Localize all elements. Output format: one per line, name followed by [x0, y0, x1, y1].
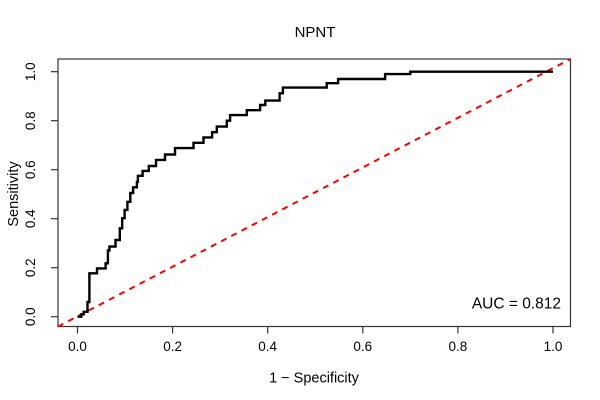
chance-diagonal-line: [57, 58, 571, 328]
y-tick-label: 1.0: [23, 62, 38, 81]
x-axis-label: 1 − Specificity: [269, 371, 360, 387]
x-tick-label: 1.0: [544, 339, 563, 354]
x-axis-ticks: 0.0 0.2 0.4 0.6 0.8 1.0: [68, 326, 563, 354]
y-tick-label: 0.0: [23, 307, 38, 326]
y-axis-ticks: 0.0 0.2 0.4 0.6 0.8 1.0: [23, 62, 58, 326]
x-tick-label: 0.8: [449, 339, 468, 354]
x-tick-label: 0.4: [258, 339, 277, 354]
chart-title: NPNT: [295, 24, 336, 41]
x-tick-label: 0.6: [353, 339, 372, 354]
roc-curve-line: [77, 70, 553, 318]
y-tick-label: 0.4: [23, 209, 38, 228]
x-tick-label: 0.2: [163, 339, 182, 354]
auc-annotation: AUC = 0.812: [472, 296, 561, 313]
y-axis-label: Sensitivity: [6, 161, 22, 227]
y-tick-label: 0.6: [23, 160, 38, 179]
y-tick-label: 0.8: [23, 111, 38, 130]
x-tick-label: 0.0: [68, 339, 87, 354]
plot-border: [57, 58, 572, 328]
y-tick-label: 0.2: [23, 258, 38, 277]
